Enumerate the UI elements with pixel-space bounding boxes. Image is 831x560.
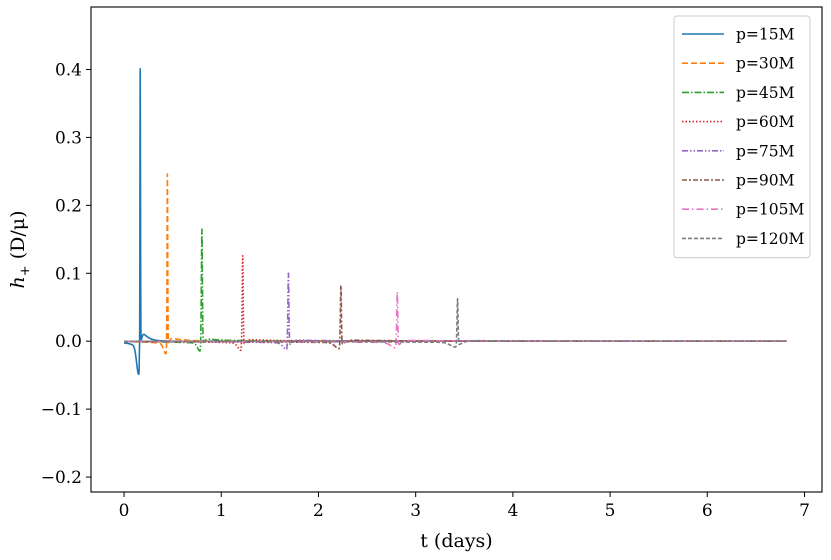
legend-label: p=30M	[736, 55, 795, 73]
legend-label: p=120M	[736, 230, 804, 248]
legend-label: p=75M	[736, 142, 795, 160]
x-tick-label: 5	[605, 501, 616, 521]
y-tick-label: 0.3	[55, 128, 82, 148]
x-tick-label: 2	[313, 501, 324, 521]
series-line-p-60m	[124, 254, 788, 352]
legend-label: p=60M	[736, 113, 795, 131]
x-tick-label: 1	[216, 501, 227, 521]
y-tick-label: −0.1	[41, 400, 82, 420]
x-axis-label: t (days)	[420, 530, 492, 552]
series-line-p-75m	[124, 272, 788, 351]
legend-label: p=105M	[736, 201, 804, 219]
y-tick-label: 0.2	[55, 196, 82, 216]
x-tick-label: 3	[410, 501, 421, 521]
series-line-p-105m	[124, 291, 788, 349]
legend-label: p=15M	[736, 26, 795, 44]
y-tick-label: 0.0	[55, 332, 82, 352]
y-tick-label: 0.4	[55, 60, 82, 80]
legend-box	[673, 15, 811, 259]
y-axis-ticks: −0.2 −0.1 0.0 0.1 0.2 0.3 0.4	[41, 60, 91, 488]
x-tick-label: 0	[119, 501, 130, 521]
x-tick-label: 7	[799, 501, 810, 521]
series-line-p-45m	[124, 228, 788, 352]
series-line-p-120m	[124, 297, 788, 348]
plot-frame	[90, 6, 823, 493]
y-axis-label-sub: +	[18, 265, 33, 276]
x-tick-label: 6	[702, 501, 713, 521]
series-layer	[123, 68, 788, 376]
y-tick-label: −0.2	[41, 468, 82, 488]
legend-label: p=45M	[736, 84, 795, 102]
legend: p=15M p=30M p=45M p=60M p=75M p=90M p=105M p=12…	[673, 15, 811, 259]
y-axis-label-rest: (D/μ)	[7, 210, 29, 265]
y-tick-label: 0.1	[55, 264, 82, 284]
y-axis-label: h+ (D/μ)	[7, 210, 33, 288]
x-axis-ticks: 0 1 2 3 4 5 6 7	[119, 492, 810, 521]
y-axis-label-main: h	[7, 276, 29, 288]
series-line-p-90m	[124, 284, 788, 350]
x-tick-label: 4	[507, 501, 518, 521]
legend-label: p=90M	[736, 172, 795, 190]
